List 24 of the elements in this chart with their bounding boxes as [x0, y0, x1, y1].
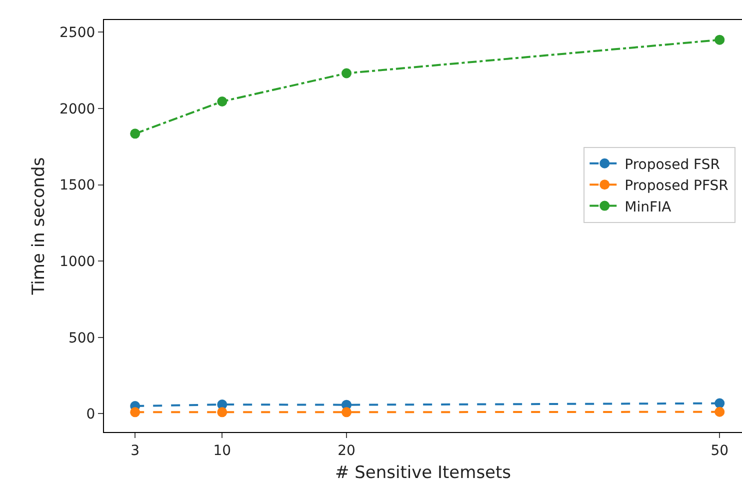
point — [130, 128, 140, 139]
legend-label: Proposed FSR — [624, 156, 720, 173]
legend-label: Proposed PFSR — [624, 178, 729, 194]
point — [714, 406, 725, 417]
point — [217, 96, 228, 106]
legend-label: MinFIA — [624, 199, 672, 216]
y-tick-label: 500 — [68, 330, 96, 346]
point — [130, 407, 140, 418]
y-tick-label: 2500 — [60, 25, 96, 42]
y-tick-label: 1500 — [60, 178, 96, 194]
point — [714, 398, 725, 408]
point — [714, 34, 725, 45]
y-axis-title: Time in seconds — [29, 157, 50, 296]
point — [217, 407, 228, 418]
y-tick-label: 2000 — [60, 101, 96, 118]
x-tick-label: 50 — [710, 442, 729, 459]
x-axis-title: # Sensitive Itemsets — [334, 463, 512, 484]
point — [342, 68, 352, 78]
x-tick-label: 10 — [213, 442, 232, 459]
y-tick-label: 1000 — [60, 254, 96, 270]
x-tick-label: 3 — [130, 442, 140, 459]
point — [342, 407, 352, 418]
x-tick-label: 20 — [338, 442, 356, 459]
y-tick-label: 0 — [86, 406, 96, 423]
